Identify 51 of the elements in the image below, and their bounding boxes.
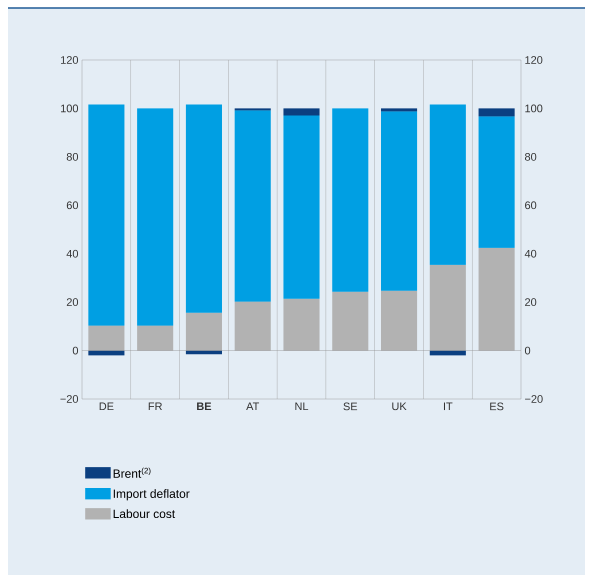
- y-tick-label: −20: [60, 395, 78, 403]
- y-tick-label: 20: [66, 298, 78, 306]
- y-tick-label: 60: [66, 201, 78, 210]
- x-tick-label: DE: [100, 402, 114, 410]
- y-tick-label: 120: [61, 56, 78, 64]
- bar: [186, 312, 222, 351]
- y2-tick-label: 0: [524, 346, 530, 354]
- bar: [137, 326, 174, 351]
- y2-tick-label: 120: [525, 56, 542, 64]
- bar: [234, 302, 271, 351]
- bar: [88, 104, 124, 326]
- y2-tick-label: −20: [525, 395, 543, 403]
- bar: [381, 108, 418, 112]
- y-tick-label: 100: [61, 104, 78, 112]
- y-tick-label: 0: [72, 346, 78, 354]
- x-tick-label: ES: [490, 402, 504, 410]
- x-tick-label: SE: [343, 402, 358, 410]
- bar: [137, 108, 174, 326]
- x-tick-label: FR: [148, 402, 162, 410]
- bar: [283, 108, 320, 116]
- y-tick-label: 80: [66, 152, 78, 161]
- x-tick-label: AT: [246, 402, 260, 410]
- y2-tick-label: 40: [524, 250, 536, 258]
- legend-label: Labour cost: [114, 509, 176, 518]
- y2-tick-label: 20: [525, 298, 536, 306]
- x-tick-label: BE: [197, 402, 212, 410]
- y2-tick-label: 100: [525, 104, 542, 112]
- bar: [430, 104, 466, 265]
- bar: [88, 326, 124, 351]
- bar: [381, 111, 418, 291]
- x-tick-label: IT: [444, 402, 452, 410]
- bar: [88, 350, 124, 356]
- legend-label: Import deflator: [114, 489, 190, 500]
- x-tick-label: UK: [392, 402, 407, 410]
- y2-tick-label: 80: [524, 152, 536, 161]
- bar: [478, 248, 515, 351]
- bar: [283, 298, 320, 351]
- bar: [283, 115, 320, 299]
- bar: [186, 104, 222, 313]
- y2-tick-label: 60: [525, 201, 536, 210]
- bar: [478, 108, 515, 116]
- bar: [430, 350, 466, 356]
- x-tick-label: NL: [295, 402, 308, 410]
- y-tick-label: 40: [66, 250, 78, 258]
- bar: [332, 108, 368, 292]
- legend-label: Brent$^{(2)}$: [114, 468, 151, 478]
- bar: [381, 290, 418, 351]
- bar: [234, 110, 271, 302]
- bar: [478, 116, 515, 248]
- bar: [332, 292, 368, 351]
- bar: [430, 264, 466, 351]
